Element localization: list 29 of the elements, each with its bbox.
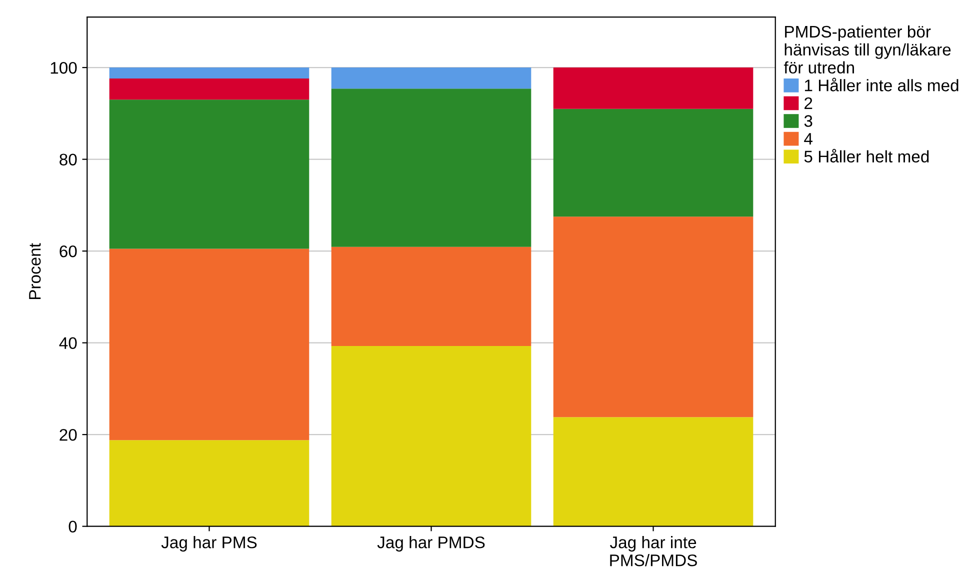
x-tick-label: Jag har PMDS: [377, 536, 485, 552]
bar: [109, 100, 310, 249]
x-tick-label: Jag har inte PMS/PMDS: [610, 536, 697, 566]
bar: [109, 68, 310, 79]
legend-title: PMDS-patienter bör hänvisas till gyn/läkare för utredn: [784, 25, 951, 74]
bar: [553, 68, 754, 109]
y-axis-title: Procent: [29, 243, 41, 300]
legend-label: 4: [804, 133, 812, 145]
bar: [553, 216, 754, 418]
legend-label: 3: [804, 115, 812, 127]
bar: [553, 108, 754, 217]
y-tick-label: 80: [60, 154, 77, 166]
y-tick-label: 100: [50, 62, 77, 74]
bar: [109, 78, 310, 100]
y-tick-label: 0: [68, 520, 77, 533]
bar: [331, 346, 532, 526]
bar: [331, 68, 532, 89]
y-tick-label: 20: [60, 428, 77, 441]
bar: [109, 248, 310, 440]
legend-label: 2: [804, 97, 812, 109]
x-tick-label: Jag har PMS: [161, 536, 257, 552]
bar: [109, 440, 310, 526]
y-tick-label: 40: [59, 337, 77, 350]
bar: [331, 246, 532, 346]
legend-label: 1 Håller inte alls med: [804, 78, 958, 92]
bar: [553, 417, 754, 526]
legend-label: 5 Håller helt med: [804, 148, 929, 163]
y-tick-label: 60: [60, 245, 77, 258]
bar: [331, 88, 532, 247]
